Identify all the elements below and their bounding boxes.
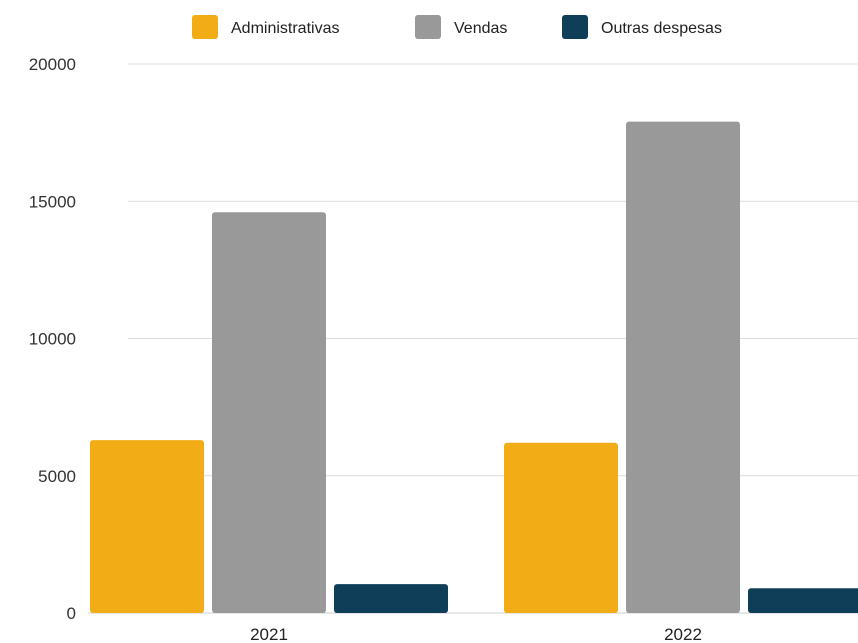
y-tick-label: 0: [67, 604, 76, 623]
bar-administrativas: [90, 440, 204, 613]
bar-administrativas: [504, 442, 618, 613]
x-axis-ticks: 2021 2022: [250, 625, 702, 643]
x-tick-label: 2022: [664, 625, 702, 643]
legend-swatch: [415, 15, 441, 39]
y-axis-ticks: 0 5000 10000 15000 20000: [29, 55, 76, 623]
y-tick-label: 10000: [29, 330, 76, 349]
legend-label: Administrativas: [231, 20, 339, 37]
bar-vendas: [626, 121, 740, 614]
y-tick-label: 20000: [29, 55, 76, 74]
y-tick-label: 15000: [29, 192, 76, 211]
y-tick-label: 5000: [38, 467, 76, 486]
bars: [90, 121, 858, 614]
legend-label: Outras despesas: [601, 20, 722, 37]
x-tick-label: 2021: [250, 625, 288, 643]
legend-swatch: [192, 15, 218, 39]
bar-outras-despesas: [748, 588, 858, 613]
legend-label: Vendas: [454, 20, 507, 37]
legend: Administrativas Vendas Outras despesas: [192, 15, 722, 39]
bar-vendas: [212, 212, 326, 614]
legend-swatch: [562, 15, 588, 39]
bar-outras-despesas: [334, 584, 448, 613]
